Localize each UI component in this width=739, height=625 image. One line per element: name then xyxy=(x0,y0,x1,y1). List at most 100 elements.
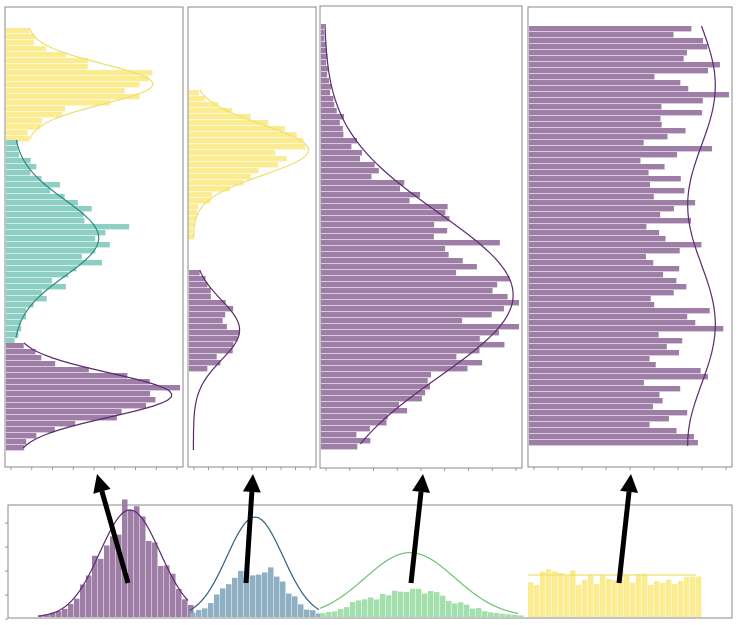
histogram-bar xyxy=(6,278,52,284)
histogram-bar xyxy=(182,599,188,617)
histogram-bar xyxy=(618,569,624,617)
histogram-bar xyxy=(321,366,468,372)
histogram-bar xyxy=(189,132,297,138)
histogram-bar xyxy=(529,44,708,50)
histogram-bar xyxy=(404,591,410,617)
density-curve xyxy=(22,342,173,449)
histogram-bar xyxy=(321,336,480,342)
histogram-bar xyxy=(6,176,42,182)
histogram-bar xyxy=(6,397,156,403)
histogram-bar xyxy=(188,604,194,617)
histogram-bar xyxy=(310,610,316,617)
density-curve xyxy=(192,89,310,238)
histogram-bar xyxy=(6,308,26,314)
histogram-bar xyxy=(529,128,686,134)
histogram-bar xyxy=(189,138,304,144)
histogram-bar xyxy=(80,584,86,617)
histogram-bar xyxy=(529,338,683,344)
histogram-bar xyxy=(321,270,457,276)
histogram-bar xyxy=(292,596,298,617)
histogram-bar xyxy=(6,349,36,355)
histogram-bar xyxy=(189,324,227,330)
histogram-bar xyxy=(128,510,134,617)
histogram-bar xyxy=(6,124,41,130)
histogram-bar xyxy=(321,432,357,438)
histogram-bar xyxy=(189,192,212,198)
histogram-bar xyxy=(189,198,211,204)
histogram-bar xyxy=(6,314,26,320)
histogram-bar xyxy=(350,602,356,617)
histogram-bar xyxy=(529,362,656,368)
histogram-bar xyxy=(529,32,674,38)
histogram-bar xyxy=(298,604,304,617)
histogram-bar xyxy=(6,296,47,302)
histogram-bar xyxy=(6,140,19,146)
histogram-bar xyxy=(529,206,674,212)
histogram-bar xyxy=(529,182,650,188)
density-curve xyxy=(189,516,320,611)
histogram-bar xyxy=(321,258,463,264)
histogram-bar xyxy=(529,38,703,44)
histogram-bar xyxy=(506,614,512,617)
histogram-bar xyxy=(6,188,51,194)
histogram-bar xyxy=(642,573,648,617)
arrow-head xyxy=(93,474,111,494)
histogram-bar xyxy=(6,403,147,409)
histogram-bar xyxy=(529,416,669,422)
histogram-bar xyxy=(529,428,677,434)
histogram-bar xyxy=(529,284,687,290)
histogram-bar xyxy=(189,174,251,180)
histogram-bar xyxy=(529,140,644,146)
histogram-bar xyxy=(690,576,696,617)
histogram-bar xyxy=(529,98,703,104)
histogram-bar xyxy=(570,570,576,617)
histogram-bar xyxy=(321,360,483,366)
arrow-up-icon xyxy=(408,474,430,584)
histogram-bar xyxy=(146,541,152,617)
histogram-bar xyxy=(529,332,659,338)
histogram-bar xyxy=(134,506,140,617)
histogram-bar xyxy=(189,180,244,186)
histogram-bar xyxy=(189,156,287,162)
histogram-bar xyxy=(321,210,446,216)
histogram-bar xyxy=(326,612,332,617)
histogram-bar xyxy=(189,306,234,312)
histogram-bar xyxy=(256,574,262,617)
bottom-histogram-panel xyxy=(5,499,733,620)
histogram-bar xyxy=(321,204,448,210)
histogram-bar xyxy=(422,593,428,617)
histogram-bar xyxy=(362,599,368,617)
histogram-bar xyxy=(410,588,416,617)
histogram-bar xyxy=(6,355,42,361)
histogram-bar xyxy=(6,290,42,296)
histogram-bar xyxy=(74,598,80,617)
histogram-bar xyxy=(600,574,606,617)
density-curve xyxy=(192,269,241,450)
histogram-bar xyxy=(6,70,153,76)
histogram-bar xyxy=(68,603,74,617)
histogram-bar xyxy=(6,112,63,118)
histogram-bar xyxy=(529,266,680,272)
histogram-bar xyxy=(660,583,666,617)
histogram-bar xyxy=(6,218,85,224)
histogram-bar xyxy=(6,136,30,142)
histogram-bar xyxy=(232,577,238,617)
histogram-bar xyxy=(321,276,510,282)
histogram-bar xyxy=(6,242,110,248)
histogram-panel-2 xyxy=(187,6,317,470)
histogram-bar xyxy=(321,438,371,444)
histogram-bar xyxy=(529,374,708,380)
histogram-bar xyxy=(529,278,677,284)
panel-frame xyxy=(187,6,317,468)
density-curve xyxy=(28,27,154,140)
histogram-bar xyxy=(6,421,76,427)
histogram-bar xyxy=(321,78,329,84)
histogram-bar xyxy=(250,575,256,617)
arrow-up-icon xyxy=(93,474,131,584)
histogram-bar xyxy=(648,584,654,617)
histogram-bar xyxy=(529,92,729,98)
histogram-bar xyxy=(529,344,667,350)
histogram-bar xyxy=(6,379,150,385)
histogram-bar xyxy=(529,194,654,200)
histogram-bar xyxy=(6,373,128,379)
